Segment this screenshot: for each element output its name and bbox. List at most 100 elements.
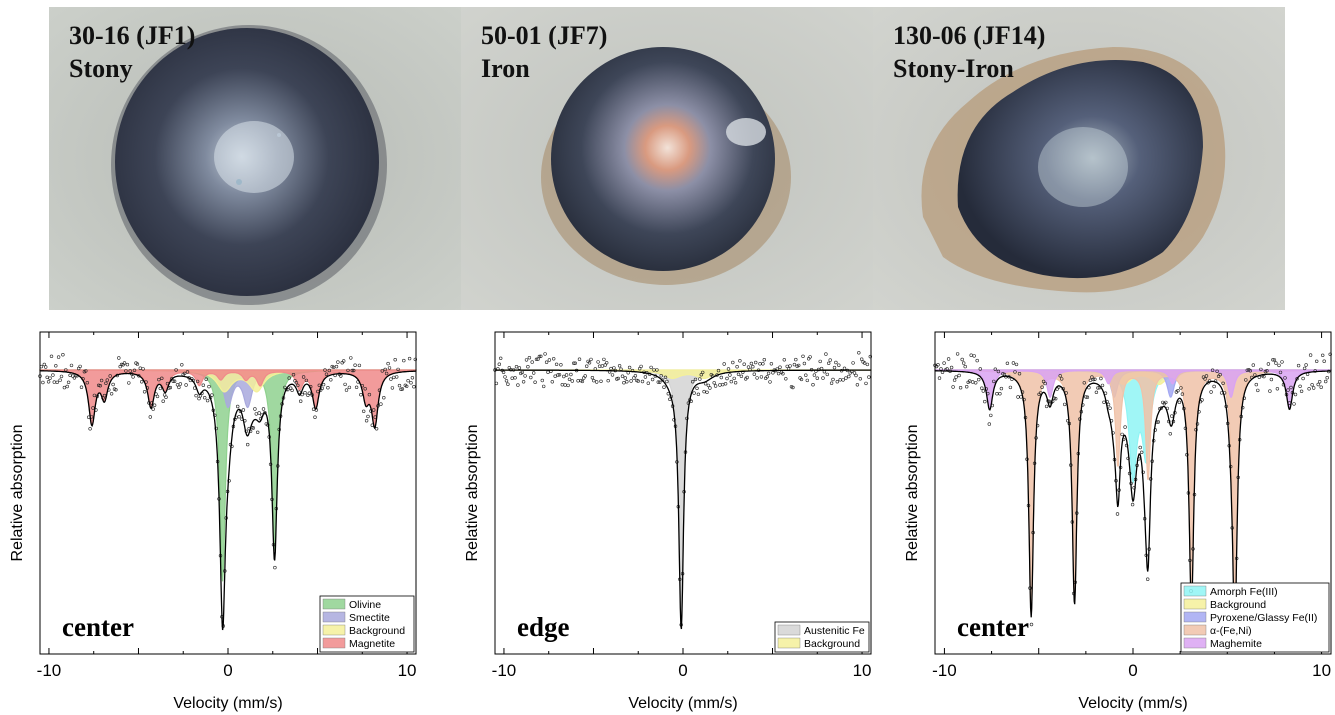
data-point bbox=[855, 383, 860, 387]
data-point bbox=[625, 379, 629, 384]
data-point bbox=[801, 354, 805, 358]
data-point bbox=[1029, 622, 1034, 627]
data-point bbox=[1325, 375, 1329, 380]
data-point bbox=[366, 414, 370, 419]
data-point bbox=[291, 372, 296, 377]
data-point bbox=[778, 365, 782, 369]
data-point bbox=[650, 377, 655, 382]
data-point bbox=[551, 357, 556, 361]
data-point bbox=[1014, 362, 1019, 367]
data-point bbox=[964, 384, 969, 389]
data-point bbox=[937, 376, 942, 380]
data-point bbox=[857, 351, 861, 355]
data-point bbox=[523, 374, 527, 378]
sample-label: 30-16 (JF1) Stony bbox=[69, 19, 195, 85]
legend-swatch bbox=[1183, 611, 1207, 623]
data-point bbox=[1176, 388, 1180, 393]
position-annotation: edge bbox=[517, 612, 570, 642]
x-tick-label: 10 bbox=[853, 661, 872, 680]
data-point bbox=[978, 367, 983, 371]
data-point bbox=[596, 360, 600, 364]
data-point bbox=[334, 364, 339, 369]
sample-type: Stony bbox=[69, 54, 133, 83]
y-axis-label: Relative absorption bbox=[464, 425, 481, 562]
data-point bbox=[1060, 377, 1064, 381]
data-point bbox=[327, 368, 331, 373]
data-point bbox=[203, 395, 207, 400]
legend-label: Background bbox=[1210, 599, 1266, 611]
data-point bbox=[367, 392, 372, 397]
data-point bbox=[263, 410, 267, 415]
legend-label: Austenitic Fe bbox=[804, 625, 865, 637]
data-point bbox=[841, 378, 845, 382]
data-point bbox=[970, 380, 975, 384]
data-point bbox=[61, 353, 65, 357]
data-point bbox=[1292, 402, 1296, 406]
data-point bbox=[299, 399, 303, 403]
data-point bbox=[547, 358, 552, 362]
data-point bbox=[54, 364, 58, 368]
data-point bbox=[563, 383, 567, 387]
data-point bbox=[507, 366, 511, 370]
data-point bbox=[808, 355, 812, 359]
data-point bbox=[413, 357, 417, 362]
data-point bbox=[566, 383, 570, 388]
data-point bbox=[980, 386, 984, 390]
data-point bbox=[273, 565, 277, 570]
data-point bbox=[802, 361, 807, 366]
data-point bbox=[559, 363, 563, 367]
data-point bbox=[135, 362, 140, 366]
data-point bbox=[758, 362, 762, 366]
sample-label: 50-01 (JF7) Iron bbox=[481, 19, 607, 85]
data-point bbox=[556, 373, 560, 377]
data-point bbox=[719, 375, 723, 380]
data-point bbox=[957, 373, 961, 378]
data-point bbox=[1094, 390, 1099, 395]
data-point bbox=[1054, 396, 1058, 401]
data-point bbox=[811, 382, 815, 387]
data-point bbox=[550, 380, 555, 384]
data-point bbox=[1164, 400, 1168, 405]
y-axis-label: Relative absorption bbox=[9, 425, 26, 562]
data-point bbox=[759, 375, 764, 379]
data-point bbox=[536, 357, 540, 361]
data-point bbox=[400, 387, 405, 391]
mossbauer-panel-2: -10 0 10 Velocity (mm/s) Relative absorption… bbox=[455, 324, 875, 715]
data-point bbox=[1244, 378, 1248, 382]
data-point bbox=[952, 378, 957, 382]
data-point bbox=[656, 380, 661, 384]
data-point bbox=[390, 386, 395, 390]
data-point bbox=[722, 362, 726, 366]
data-point bbox=[412, 384, 416, 389]
data-point bbox=[868, 354, 872, 359]
data-point bbox=[1324, 379, 1328, 384]
sample-photo-stony: 30-16 (JF1) Stony bbox=[49, 7, 461, 310]
data-point bbox=[207, 384, 211, 389]
data-point bbox=[987, 422, 992, 426]
data-point bbox=[1005, 361, 1010, 365]
data-point bbox=[655, 368, 659, 372]
x-axis-label: Velocity (mm/s) bbox=[1078, 695, 1187, 712]
data-point bbox=[379, 402, 383, 406]
data-point bbox=[1304, 363, 1308, 367]
x-tick-label: 10 bbox=[398, 661, 417, 680]
data-point bbox=[716, 368, 721, 373]
data-point bbox=[961, 361, 966, 365]
data-point bbox=[283, 385, 287, 390]
data-point bbox=[867, 375, 871, 379]
data-point bbox=[1280, 360, 1284, 364]
data-point bbox=[1100, 383, 1105, 388]
sample-photo-strip: 30-16 (JF1) Stony 50-01 (JF7) Iron bbox=[49, 7, 1285, 310]
data-point bbox=[52, 380, 56, 384]
data-point bbox=[539, 354, 543, 358]
data-point bbox=[1302, 366, 1307, 371]
data-point bbox=[762, 357, 766, 362]
data-point bbox=[304, 378, 309, 383]
data-point bbox=[995, 391, 999, 396]
data-point bbox=[111, 382, 115, 387]
data-point bbox=[1328, 352, 1332, 356]
data-point bbox=[346, 368, 350, 373]
data-point bbox=[152, 403, 157, 407]
data-point bbox=[967, 379, 972, 383]
data-point bbox=[251, 426, 256, 430]
